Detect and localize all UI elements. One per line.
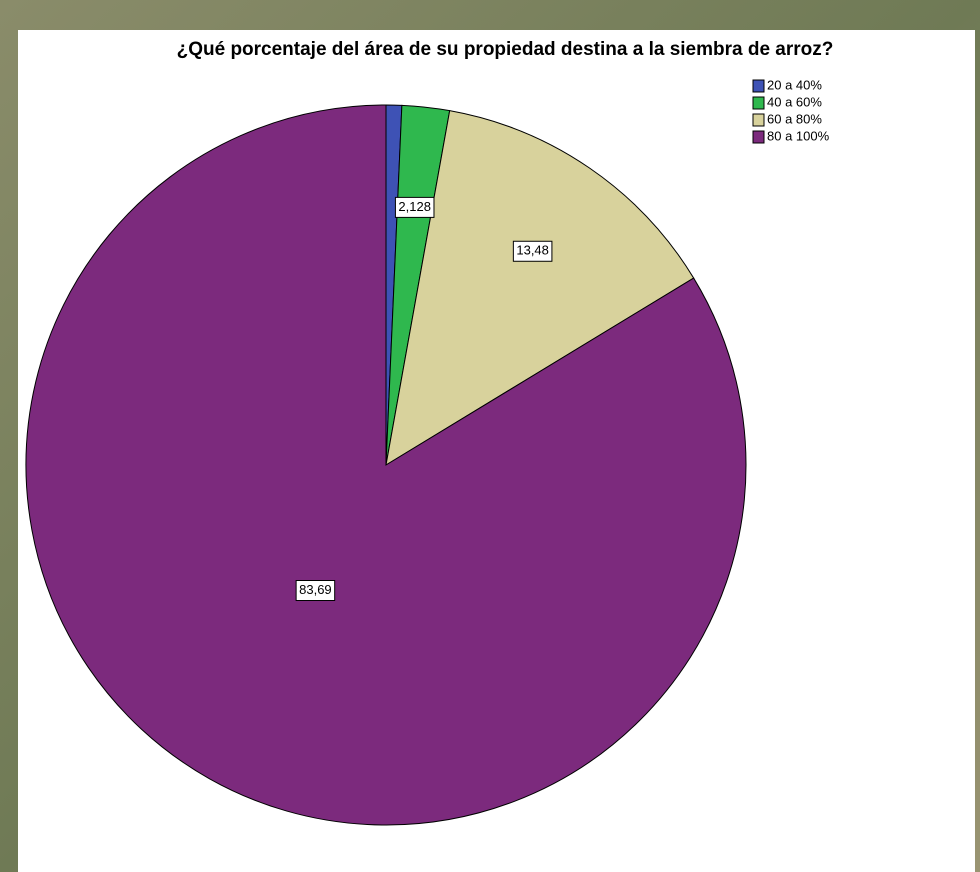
data-label-box <box>512 240 553 262</box>
pie-slice <box>25 104 747 826</box>
legend-swatch <box>752 113 765 127</box>
pie-slice <box>385 110 695 467</box>
legend-swatch <box>752 130 765 144</box>
legend-label: 20 a 40% <box>767 77 822 92</box>
data-label: 83,69 <box>299 582 332 597</box>
legend-swatch <box>752 79 765 93</box>
data-label-box <box>295 580 336 602</box>
data-label: 13,48 <box>516 243 549 258</box>
legend-swatch <box>752 96 765 110</box>
legend-label: 40 a 60% <box>767 94 822 109</box>
data-label: 2,128 <box>398 199 431 214</box>
legend-label: 60 a 80% <box>767 111 822 126</box>
data-label-box <box>394 196 435 218</box>
chart-title: ¿Qué porcentaje del área de su propiedad… <box>177 39 834 60</box>
legend-label: 80 a 100% <box>767 128 830 143</box>
